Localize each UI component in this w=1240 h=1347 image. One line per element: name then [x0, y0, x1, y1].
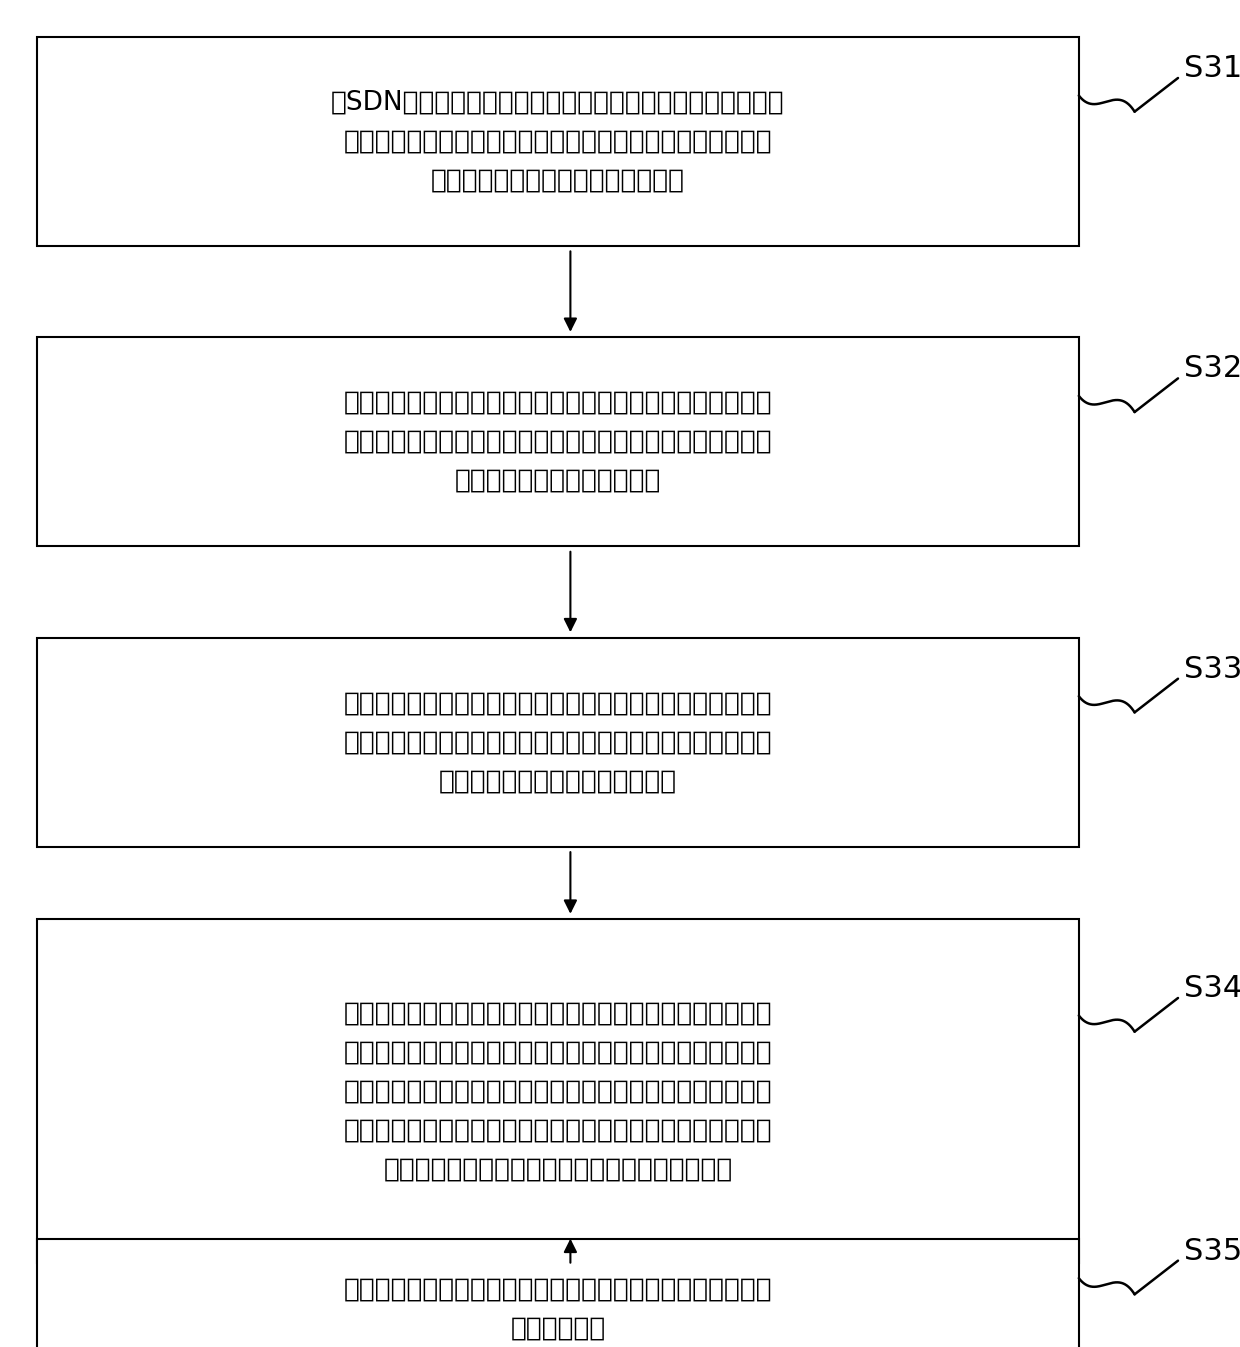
Text: S32: S32 [1184, 354, 1240, 384]
Text: 每间隔一个预设统计周期，向所述第一交换设备下发标记所述
待监控数据流的第二配置，其中相邻两个预设统计周期内，所
述待监控数据流的标记值不同: 每间隔一个预设统计周期，向所述第一交换设备下发标记所述 待监控数据流的第二配置，… [343, 389, 773, 494]
Text: 根据所述统计值确定在上一个预设统计周期内所述待监控数据
流的监控结果: 根据所述统计值确定在上一个预设统计周期内所述待监控数据 流的监控结果 [343, 1277, 773, 1342]
Text: S35: S35 [1184, 1237, 1240, 1266]
Text: 延时预设时长之后，向所述第一交换设备和每个所述第二交换
设备发送上报上一个预设统计周期的统计值的请求，其中，所
述预设时长小于所述预设统计周期: 延时预设时长之后，向所述第一交换设备和每个所述第二交换 设备发送上报上一个预设统… [343, 690, 773, 795]
FancyBboxPatch shape [37, 1239, 1079, 1347]
FancyBboxPatch shape [37, 337, 1079, 547]
Text: S34: S34 [1184, 974, 1240, 1004]
FancyBboxPatch shape [37, 638, 1079, 847]
Text: 向SDN网络中的第一交换设备和至少一个第二交换设备下发统
计待监控数据流的第一配置，其中，所述待监控数据流从所述
第一交换设备流向所述第二交换设备: 向SDN网络中的第一交换设备和至少一个第二交换设备下发统 计待监控数据流的第一配… [331, 89, 785, 194]
Text: S33: S33 [1184, 655, 1240, 684]
FancyBboxPatch shape [37, 919, 1079, 1263]
Text: 在所述第一交换设备和每个所述第二交换设备根据当前预设统
计周期对应的标记值对所述待监控数据流进行统计时，接收所
述第一交换设备和每个所述第二交换设备根据所述第一: 在所述第一交换设备和每个所述第二交换设备根据当前预设统 计周期对应的标记值对所述… [343, 999, 773, 1183]
FancyBboxPatch shape [37, 38, 1079, 247]
Text: S31: S31 [1184, 54, 1240, 84]
